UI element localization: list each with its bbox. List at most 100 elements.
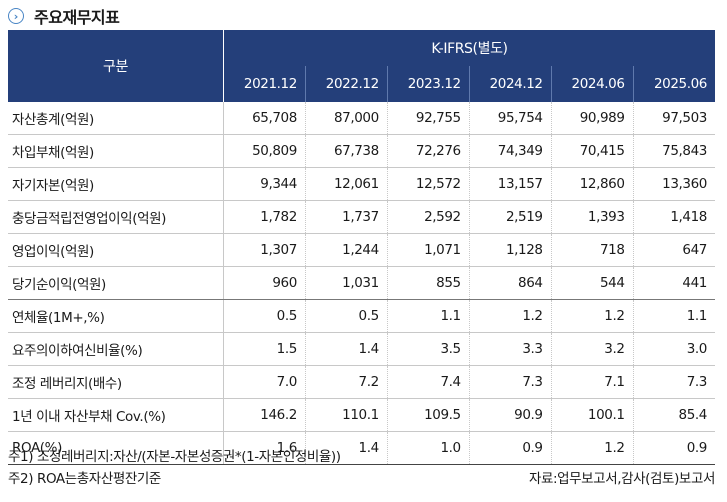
value-cell: 1.2 [550,431,634,465]
value-cell: 1,737 [304,200,388,234]
table-row: 자기자본(억원) 9,344 12,061 12,572 13,157 12,860 13,… [8,167,715,201]
value-cell: 1,393 [550,200,634,234]
row-label: 1년 이내 자산부채 Cov.(%) [8,398,224,432]
value-cell: 72,276 [386,134,470,168]
row-label: 연체율(1M+,%) [8,299,224,333]
value-cell: 97,503 [632,102,715,135]
value-cell: 7.1 [550,365,634,399]
value-cell: 960 [223,266,306,300]
value-cell: 647 [632,233,715,267]
row-label: 차입부채(억원) [8,134,224,168]
value-cell: 50,809 [223,134,306,168]
table-row: 자산총계(억원) 65,708 87,000 92,755 95,754 90,989 97… [8,102,715,135]
value-cell: 110.1 [304,398,388,432]
period-header: 2024.12 [468,66,552,102]
value-cell: 3.2 [550,332,634,366]
value-cell: 1,128 [468,233,552,267]
value-cell: 1.1 [386,299,470,333]
value-cell: 1,782 [223,200,306,234]
value-cell: 9,344 [223,167,306,201]
value-cell: 95,754 [468,102,552,135]
value-cell: 855 [386,266,470,300]
row-label: 자산총계(억원) [8,102,224,135]
value-cell: 1.2 [550,299,634,333]
footnote-1: 주1) 조정레버리지:자산/(자본-자본성증권*(1-자본인정비율)) [8,449,341,465]
table-row: 충당금적립전영업이익(억원) 1,782 1,737 2,592 2,519 1,393 1… [8,200,715,234]
table-row: 영업이익(억원) 1,307 1,244 1,071 1,128 718 647 [8,233,715,267]
table-row: 연체율(1M+,%) 0.5 0.5 1.1 1.2 1.2 1.1 [8,299,715,333]
period-header: 2021.12 [223,66,306,102]
accounting-standard-header: K-IFRS(별도) [223,30,715,66]
value-cell: 718 [550,233,634,267]
value-cell: 92,755 [386,102,470,135]
value-cell: 7.3 [632,365,715,399]
value-cell: 3.3 [468,332,552,366]
table-row: 요주의이하여신비율(%) 1.5 1.4 3.5 3.3 3.2 3.0 [8,332,715,366]
table-row: 당기순이익(억원) 960 1,031 855 864 544 441 [8,266,715,300]
value-cell: 1,071 [386,233,470,267]
row-label: ROA(%) [8,431,224,465]
value-cell: 12,061 [304,167,388,201]
value-cell: 864 [468,266,552,300]
footnotes: 주1) 조정레버리지:자산/(자본-자본성증권*(1-자본인정비율)) 주2) … [8,446,715,490]
value-cell: 1.4 [304,431,388,465]
value-cell: 2,519 [468,200,552,234]
value-cell: 441 [632,266,715,300]
table-corner-header: 구분 [8,30,224,102]
value-cell: 0.5 [304,299,388,333]
value-cell: 1.1 [632,299,715,333]
value-cell: 90,989 [550,102,634,135]
value-cell: 7.0 [223,365,306,399]
row-label: 조정 레버리지(배수) [8,365,224,399]
value-cell: 7.2 [304,365,388,399]
row-label: 자기자본(억원) [8,167,224,201]
value-cell: 7.4 [386,365,470,399]
value-cell: 3.0 [632,332,715,366]
value-cell: 90.9 [468,398,552,432]
value-cell: 0.9 [468,431,552,465]
value-cell: 70,415 [550,134,634,168]
value-cell: 75,843 [632,134,715,168]
value-cell: 65,708 [223,102,306,135]
footnote-2: 주2) ROA는총자산평잔기준 [8,471,161,487]
value-cell: 12,572 [386,167,470,201]
financial-indicators-table: 구분 K-IFRS(별도) 2021.12 2022.12 2023.12 20… [8,30,715,465]
value-cell: 12,860 [550,167,634,201]
value-cell: 1.2 [468,299,552,333]
value-cell: 1.5 [223,332,306,366]
chevron-right-icon: › [8,8,24,24]
page-title: 주요재무지표 [34,8,120,27]
value-cell: 85.4 [632,398,715,432]
value-cell: 13,157 [468,167,552,201]
value-cell: 87,000 [304,102,388,135]
row-label: 당기순이익(억원) [8,266,224,300]
row-label: 영업이익(억원) [8,233,224,267]
section-title-row: › 주요재무지표 [8,4,120,28]
period-header: 2023.12 [386,66,470,102]
value-cell: 146.2 [223,398,306,432]
period-header: 2025.06 [632,66,715,102]
value-cell: 3.5 [386,332,470,366]
row-label: 요주의이하여신비율(%) [8,332,224,366]
value-cell: 1,244 [304,233,388,267]
period-header: 2022.12 [304,66,388,102]
row-label: 충당금적립전영업이익(억원) [8,200,224,234]
value-cell: 1,418 [632,200,715,234]
value-cell: 1.4 [304,332,388,366]
table-row: 차입부채(억원) 50,809 67,738 72,276 74,349 70,415 75… [8,134,715,168]
value-cell: 74,349 [468,134,552,168]
table-row: 1년 이내 자산부채 Cov.(%) 146.2 110.1 109.5 90.9 100… [8,398,715,432]
value-cell: 544 [550,266,634,300]
value-cell: 1,031 [304,266,388,300]
value-cell: 0.5 [223,299,306,333]
value-cell: 100.1 [550,398,634,432]
table-row: 조정 레버리지(배수) 7.0 7.2 7.4 7.3 7.1 7.3 [8,365,715,399]
value-cell: 13,360 [632,167,715,201]
value-cell: 109.5 [386,398,470,432]
value-cell: 67,738 [304,134,388,168]
period-header: 2024.06 [550,66,634,102]
value-cell: 1.0 [386,431,470,465]
value-cell: 2,592 [386,200,470,234]
value-cell: 0.9 [632,431,715,465]
source-note: 자료:업무보고서,감사(검토)보고서 [528,471,715,487]
